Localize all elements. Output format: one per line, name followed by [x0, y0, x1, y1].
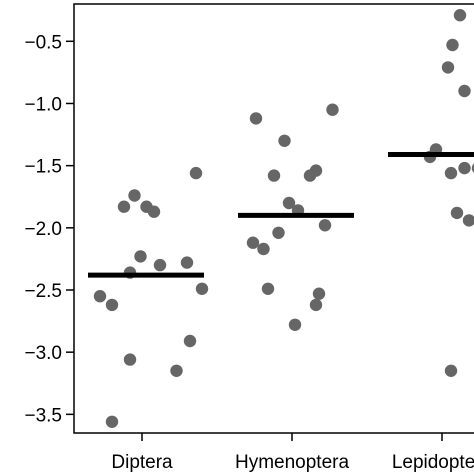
- y-tick-label: −0.5: [24, 32, 62, 53]
- x-tick-label: Lepidoptera: [392, 452, 474, 473]
- data-point: [195, 282, 209, 295]
- y-tick-label: −1.5: [24, 157, 62, 178]
- plot-area: [88, 9, 474, 428]
- data-point: [246, 236, 260, 249]
- data-point: [105, 415, 119, 428]
- data-point: [261, 282, 275, 295]
- y-tick-label: −2.5: [24, 281, 62, 302]
- y-tick-label: −3.5: [24, 405, 62, 426]
- data-point: [249, 112, 263, 125]
- data-point: [444, 364, 458, 377]
- data-point: [134, 250, 147, 263]
- data-point: [257, 242, 270, 256]
- data-point: [458, 161, 471, 175]
- x-tick-label: Hymenoptera: [235, 452, 349, 473]
- data-point: [282, 196, 296, 210]
- axes: −0.5 −1.0 −1.5 −2.0 −2.5 −3.0 −3.5 Diptera Hymen…: [24, 3, 474, 473]
- data-point: [312, 287, 326, 300]
- y-tick-label: −3.0: [24, 343, 62, 364]
- data-point: [444, 166, 458, 180]
- data-point: [450, 206, 464, 220]
- data-point: [183, 334, 197, 348]
- axis-frame: [73, 3, 474, 434]
- data-point: [458, 84, 471, 98]
- data-point: [288, 318, 302, 331]
- data-point: [180, 256, 194, 269]
- data-point: [309, 164, 323, 177]
- data-point: [446, 38, 459, 52]
- data-point: [128, 189, 141, 202]
- data-point: [170, 364, 183, 377]
- data-point: [441, 61, 455, 74]
- data-point: [272, 226, 285, 239]
- data-point: [278, 134, 291, 147]
- data-point: [326, 103, 339, 116]
- data-point: [123, 353, 137, 366]
- data-point: [153, 258, 167, 272]
- data-point: [267, 169, 281, 182]
- data-point: [462, 214, 474, 227]
- data-point: [105, 298, 119, 312]
- data-point: [189, 166, 203, 180]
- data-point: [147, 205, 161, 218]
- data-point: [453, 9, 467, 22]
- data-point: [117, 200, 131, 213]
- data-point: [93, 290, 107, 303]
- x-tick-label: Diptera: [111, 452, 173, 473]
- y-tick-label: −1.0: [24, 94, 62, 115]
- data-point: [471, 163, 474, 173]
- y-tick-label: −2.0: [24, 219, 62, 240]
- data-point: [318, 219, 332, 232]
- data-point: [309, 298, 323, 312]
